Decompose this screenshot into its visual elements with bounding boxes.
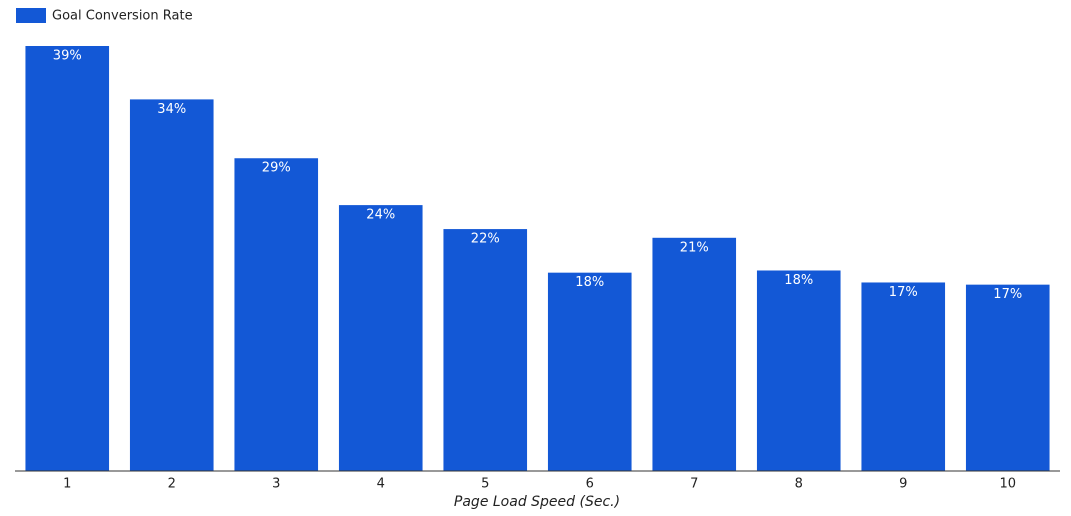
bar <box>547 272 632 471</box>
x-tick-label: 9 <box>899 477 907 492</box>
value-label: 18% <box>784 273 813 288</box>
bar <box>234 158 319 471</box>
bar <box>965 284 1050 471</box>
bar <box>756 270 841 471</box>
legend-swatch <box>16 8 46 23</box>
legend-label: Goal Conversion Rate <box>52 9 193 24</box>
value-label: 17% <box>889 285 918 300</box>
x-tick-label: 4 <box>377 477 385 492</box>
x-tick-label: 1 <box>63 477 71 492</box>
bar <box>443 229 528 471</box>
value-label: 34% <box>157 102 186 117</box>
x-tick-label: 3 <box>272 477 280 492</box>
value-label: 18% <box>575 275 604 290</box>
x-tick-label: 2 <box>168 477 176 492</box>
value-label: 22% <box>471 232 500 247</box>
x-tick-label: 5 <box>481 477 489 492</box>
bar <box>338 205 423 471</box>
bar <box>25 46 110 471</box>
bar <box>652 237 737 471</box>
value-label: 24% <box>366 208 395 223</box>
x-axis-title: Page Load Speed (Sec.) <box>454 494 620 510</box>
bar <box>129 99 214 472</box>
x-tick-label: 10 <box>999 477 1016 492</box>
value-label: 39% <box>53 49 82 64</box>
value-label: 21% <box>680 240 709 255</box>
value-label: 17% <box>993 287 1022 302</box>
x-tick-label: 7 <box>690 477 698 492</box>
x-tick-label: 8 <box>795 477 803 492</box>
x-tick-label: 6 <box>586 477 594 492</box>
bar <box>861 282 946 471</box>
value-label: 29% <box>262 161 291 176</box>
